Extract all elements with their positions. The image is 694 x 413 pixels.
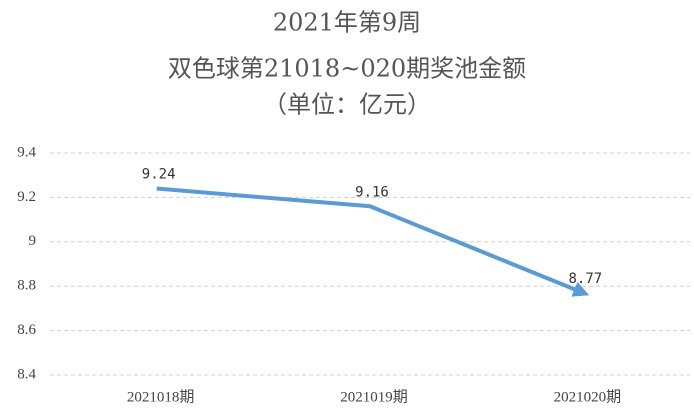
x-tick-label: 2021019期 — [340, 388, 408, 405]
y-tick-label: 8.8 — [17, 278, 36, 294]
y-tick-label: 9.2 — [17, 189, 36, 205]
y-tick-label: 9 — [29, 233, 37, 249]
unit-annotation: （单位：亿元） — [263, 91, 431, 119]
data-label: 9.24 — [142, 167, 176, 183]
data-label: 9.16 — [355, 184, 389, 200]
data-label: 8.77 — [568, 271, 602, 287]
chart-subtitle: 双色球第21018~020期奖池金额 — [168, 55, 526, 83]
y-tick-label: 8.4 — [17, 366, 36, 382]
y-tick-label: 8.6 — [17, 322, 36, 338]
chart-title: 2021年第9周 — [273, 9, 421, 37]
x-tick-label: 2021018期 — [127, 388, 195, 405]
x-tick-label: 2021020期 — [554, 388, 622, 405]
y-tick-label: 9.4 — [17, 144, 36, 160]
data-line — [156, 186, 590, 297]
